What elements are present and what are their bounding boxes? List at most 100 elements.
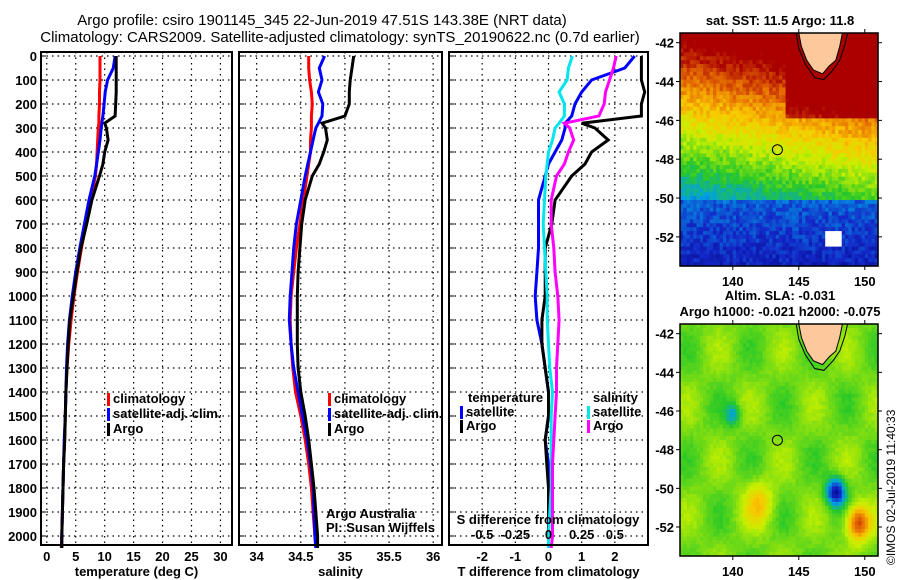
map-cell (769, 40, 773, 46)
map-cell (746, 83, 750, 88)
map-cell (772, 223, 777, 228)
map-cell (828, 75, 833, 81)
map-cell (749, 145, 754, 151)
map-cell (746, 324, 750, 329)
map-cell (775, 215, 780, 220)
map-cell (762, 331, 767, 337)
map-cell (851, 246, 856, 252)
map-cell (739, 114, 744, 119)
map-cell (680, 200, 684, 205)
map-cell (812, 99, 816, 104)
map-cell (722, 262, 727, 267)
map-cell (762, 91, 767, 96)
map-cell (798, 60, 803, 65)
map-cell (808, 180, 813, 186)
salinity-xtick-label: 35.5 (376, 549, 401, 564)
map-cell (683, 374, 688, 379)
map-cell (739, 52, 744, 57)
map-cell (835, 157, 839, 162)
map-cell (759, 95, 764, 100)
map-cell (765, 234, 770, 240)
map-cell (680, 83, 684, 88)
map-cell (795, 141, 800, 147)
map-cell (848, 385, 853, 391)
map-cell (772, 362, 777, 368)
map-cell (729, 106, 734, 112)
map-cell (858, 176, 863, 182)
map-cell (752, 393, 757, 399)
map-cell (848, 370, 853, 375)
map-cell (752, 102, 757, 108)
map-cell (752, 184, 757, 189)
map-cell (769, 99, 773, 104)
map-cell (736, 149, 740, 154)
map-cell (845, 176, 849, 182)
map-cell (709, 153, 714, 158)
map-cell (703, 370, 707, 375)
map-cell (742, 211, 747, 217)
map-cell (689, 335, 694, 341)
map-cell (779, 200, 783, 205)
map-cell (689, 95, 694, 100)
map-cell (736, 71, 740, 77)
map-cell (858, 339, 863, 344)
map-cell (795, 126, 800, 131)
map-cell (726, 40, 731, 46)
map-cell (812, 176, 816, 182)
map-cell (828, 262, 833, 267)
map-cell (683, 211, 688, 217)
map-cell (742, 351, 747, 356)
map-cell (808, 389, 813, 395)
map-cell (805, 141, 810, 147)
map-cell (838, 95, 843, 100)
map-cell (821, 71, 826, 77)
map-cell (759, 91, 764, 96)
map-cell (788, 242, 793, 248)
map-cell (835, 141, 839, 147)
salinity-series-climatology (288, 56, 318, 549)
map-cell (732, 134, 737, 139)
map-cell (719, 165, 724, 170)
map-cell (726, 335, 731, 341)
map-cell (746, 389, 750, 395)
map-cell (788, 200, 793, 205)
map-cell (762, 134, 767, 139)
map-cell (808, 106, 813, 112)
map-cell (858, 385, 863, 391)
map-cell (782, 327, 787, 333)
map-cell (752, 33, 757, 38)
map-cell (742, 250, 747, 255)
map-cell (792, 83, 797, 88)
map-cell (808, 153, 813, 158)
map-cell (795, 362, 800, 368)
map-cell (732, 176, 737, 182)
map-cell (861, 223, 866, 228)
map-cell (851, 149, 856, 154)
map-cell (739, 165, 744, 170)
map-cell (739, 33, 744, 38)
map-cell (782, 374, 787, 379)
map-cell (785, 231, 790, 236)
map-cell (765, 200, 770, 205)
map-cell (785, 196, 790, 201)
map-cell (713, 207, 717, 213)
map-cell (838, 79, 843, 85)
map-cell (812, 250, 816, 255)
map-cell (838, 192, 843, 197)
map-cell (732, 223, 737, 228)
map-cell (782, 79, 787, 85)
map-cell (815, 114, 820, 119)
map-cell (854, 184, 859, 189)
map-cell (838, 122, 843, 127)
map-cell (696, 211, 701, 217)
map-cell (779, 176, 783, 182)
map-cell (680, 231, 684, 236)
map-cell (689, 102, 694, 108)
map-cell (772, 324, 777, 329)
map-cell (746, 393, 750, 399)
map-cell (835, 180, 839, 186)
map-cell (818, 165, 823, 170)
map-cell (874, 95, 879, 100)
map-cell (759, 40, 764, 46)
map-cell (713, 211, 717, 217)
